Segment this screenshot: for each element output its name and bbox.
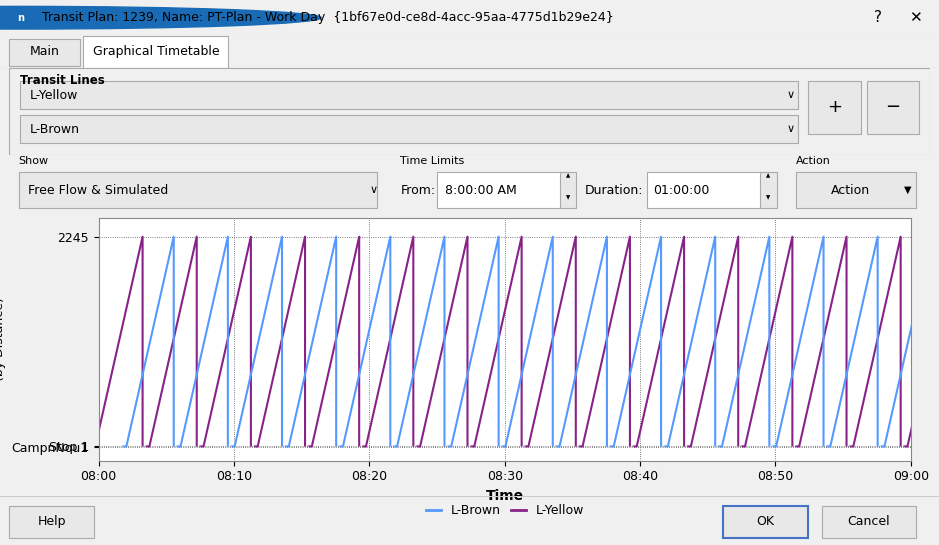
Text: Cancel: Cancel [847, 515, 890, 528]
Text: ✕: ✕ [909, 10, 922, 25]
Text: From:: From: [401, 184, 436, 197]
X-axis label: Time: Time [485, 489, 524, 503]
Circle shape [0, 7, 321, 29]
Text: Duration:: Duration: [584, 184, 643, 197]
Text: 01:00:00: 01:00:00 [654, 184, 710, 197]
Bar [9, 506, 94, 537]
FancyBboxPatch shape [83, 36, 228, 68]
Text: Transit Lines: Transit Lines [21, 74, 105, 87]
Text: ∨: ∨ [787, 124, 794, 134]
Legend: L-Brown, L-Yellow: L-Brown, L-Yellow [421, 499, 589, 522]
Text: +: + [827, 98, 842, 117]
Text: ▲: ▲ [566, 173, 570, 178]
Text: Show: Show [19, 156, 49, 166]
Text: ▼: ▼ [766, 196, 771, 201]
Bar [21, 81, 798, 109]
Text: L-Brown: L-Brown [30, 123, 80, 136]
Text: n: n [17, 13, 24, 23]
Bar [822, 506, 916, 537]
Bar [723, 506, 808, 537]
Bar [867, 81, 919, 134]
Text: Action: Action [796, 156, 831, 166]
Bar [438, 172, 562, 208]
Text: Free Flow & Simulated: Free Flow & Simulated [28, 184, 168, 197]
Y-axis label: Transit Stops
(by Distance): Transit Stops (by Distance) [0, 298, 7, 381]
Bar [808, 81, 860, 134]
Text: OK: OK [756, 515, 775, 528]
Text: Time Limits: Time Limits [401, 156, 465, 166]
Text: ▼: ▼ [566, 196, 570, 201]
Text: −: − [885, 98, 901, 117]
Bar [19, 172, 377, 208]
Text: Graphical Timetable: Graphical Timetable [93, 45, 219, 58]
Text: Transit Plan: 1239, Name: PT-Plan - Work Day  {1bf67e0d-ce8d-4acc-95aa-4775d1b29: Transit Plan: 1239, Name: PT-Plan - Work… [42, 11, 614, 24]
Text: Action: Action [831, 184, 870, 197]
Text: ?: ? [874, 10, 882, 25]
Text: L-Yellow: L-Yellow [30, 89, 78, 102]
Text: Help: Help [38, 515, 66, 528]
Text: ▲: ▲ [766, 173, 771, 178]
Bar [647, 172, 762, 208]
Bar [21, 115, 798, 143]
Text: Main: Main [30, 45, 60, 58]
Text: 8:00:00 AM: 8:00:00 AM [445, 184, 516, 197]
Bar [761, 172, 777, 208]
Text: ∨: ∨ [787, 90, 794, 100]
FancyBboxPatch shape [9, 39, 80, 65]
Text: ▼: ▼ [903, 185, 911, 195]
Text: ∨: ∨ [370, 185, 377, 195]
Bar [560, 172, 577, 208]
Bar [796, 172, 916, 208]
